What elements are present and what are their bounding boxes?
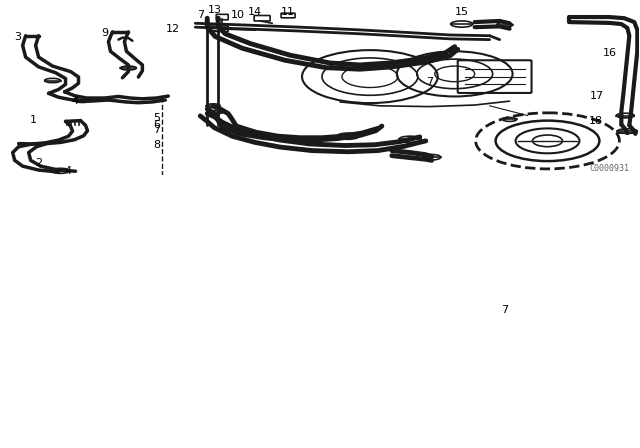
Text: 4: 4 [71, 96, 78, 106]
Text: 1: 1 [30, 115, 37, 125]
Text: 7: 7 [501, 305, 508, 315]
Text: 5: 5 [153, 113, 160, 123]
Text: 4: 4 [64, 166, 71, 176]
Text: 7: 7 [426, 77, 433, 86]
Text: 9: 9 [101, 28, 108, 38]
Text: 2: 2 [35, 159, 42, 168]
Text: 7: 7 [153, 125, 160, 135]
Text: 16: 16 [602, 48, 616, 58]
Text: 13: 13 [208, 5, 222, 15]
Text: 14: 14 [248, 7, 262, 17]
Text: 17: 17 [589, 91, 604, 101]
Text: 10: 10 [231, 10, 245, 21]
Text: 6: 6 [153, 120, 160, 129]
Text: 3: 3 [14, 32, 21, 42]
Text: 11: 11 [281, 7, 295, 17]
Text: C0000931: C0000931 [589, 164, 629, 172]
Text: 18: 18 [588, 116, 602, 126]
Text: 7: 7 [196, 10, 204, 21]
Text: 15: 15 [454, 7, 468, 17]
Text: 8: 8 [153, 140, 160, 150]
Text: 12: 12 [166, 24, 180, 34]
